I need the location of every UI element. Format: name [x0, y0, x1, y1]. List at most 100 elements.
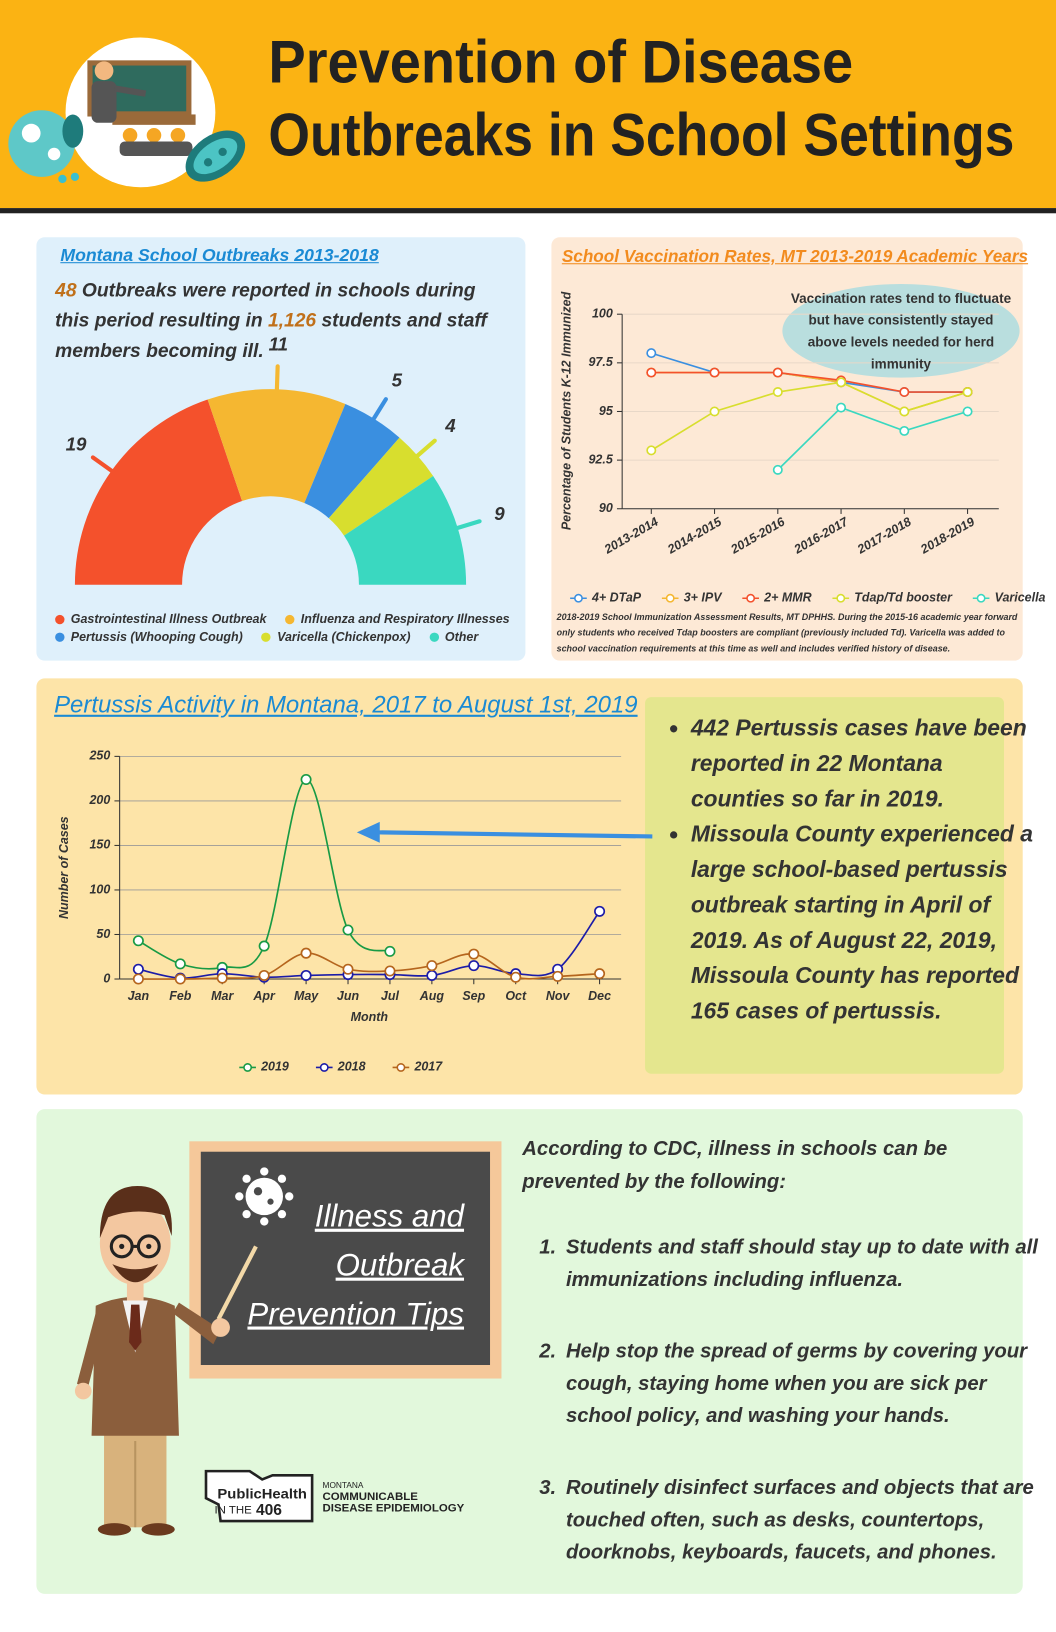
data-label: 9 — [494, 503, 505, 524]
legend-label: 3+ IPV — [684, 591, 723, 605]
y-tick-label: 100 — [89, 882, 110, 896]
data-point — [426, 969, 438, 981]
x-tick-label: Apr — [252, 989, 276, 1003]
legend-marker — [665, 593, 675, 603]
x-tick-label: Oct — [505, 989, 527, 1003]
data-point — [594, 905, 606, 917]
data-point — [836, 402, 847, 413]
header-title: Prevention of Disease — [268, 28, 853, 96]
series-line — [651, 371, 968, 393]
y-tick-label: 90 — [599, 501, 613, 515]
summary-part: Outbreaks were reported in schools durin… — [55, 278, 476, 331]
legend-marker — [243, 1063, 253, 1072]
data-point — [646, 367, 657, 378]
chart-title: School Vaccination Rates, MT 2013-2019 A… — [561, 247, 1029, 267]
data-point — [384, 945, 396, 957]
legend-item: Other — [429, 628, 478, 646]
legend-marker — [836, 593, 846, 603]
pie-slice — [74, 399, 243, 585]
series-line — [777, 406, 968, 471]
legend-item: Varicella (Chickenpox) — [261, 628, 411, 646]
board-title-line: Outbreak — [335, 1248, 465, 1283]
data-point — [132, 935, 144, 947]
series-line — [650, 381, 968, 452]
y-tick-label: 200 — [88, 793, 110, 807]
y-tick-label: 250 — [88, 749, 110, 763]
y-tick-label: 50 — [96, 927, 110, 941]
data-point — [342, 924, 354, 936]
board-title: Illness and Outbreak Prevention Tips — [229, 1192, 464, 1339]
legend-item: Pertussis (Whooping Cough) — [55, 628, 243, 646]
data-point — [300, 969, 312, 981]
x-tick-label: Mar — [211, 989, 234, 1003]
note-box — [645, 697, 1004, 1074]
leader-line — [413, 438, 437, 460]
y-tick-label: 150 — [89, 838, 110, 852]
summary-part: 1,126 — [267, 308, 317, 331]
leader-line — [90, 455, 116, 475]
legend: Gastrointestinal Illness Outbreak Influen… — [55, 611, 518, 646]
legend-swatch — [55, 632, 65, 642]
y-tick-label: 95 — [599, 404, 614, 418]
data-point — [384, 965, 396, 977]
series-line — [137, 778, 391, 970]
leader-line — [274, 364, 280, 394]
header-icon — [8, 37, 246, 188]
annotation: Vaccination rates tend to fluctuate but … — [790, 290, 1012, 372]
data-point — [468, 948, 480, 960]
data-point — [132, 963, 144, 975]
legend-label: Varicella — [995, 591, 1046, 605]
x-tick-label: May — [294, 989, 319, 1003]
chart-title: Montana School Outbreaks 2013-2018 — [60, 245, 379, 266]
data-label: 11 — [269, 333, 288, 354]
y-tick-label: 97.5 — [589, 355, 614, 369]
x-tick-label: Aug — [419, 989, 445, 1003]
data-point — [174, 958, 186, 970]
data-point — [962, 406, 973, 417]
y-tick-label: 92.5 — [589, 452, 614, 466]
data-point — [646, 445, 657, 456]
board-title-line: Prevention Tips — [247, 1297, 465, 1332]
data-label: 4 — [444, 415, 456, 436]
data-point — [468, 960, 480, 972]
data-point — [899, 387, 910, 398]
legend-marker — [746, 593, 756, 603]
data-point — [709, 367, 720, 378]
x-tick-label: Dec — [588, 989, 611, 1003]
data-point — [426, 960, 438, 972]
header-title: Outbreaks in School Settings — [268, 100, 1014, 168]
summary-part: 48 — [55, 278, 77, 301]
pie-slice — [344, 476, 467, 585]
y-tick-label: 100 — [592, 306, 613, 320]
header-rule — [0, 208, 1056, 214]
chart-title: Pertussis Activity in Montana, 2017 to A… — [54, 690, 638, 718]
legend-label: Tdap/Td booster — [854, 591, 953, 605]
pie-slice — [328, 437, 434, 536]
intro: According to CDC, illness in schools can… — [522, 1137, 948, 1194]
pie-slice — [207, 389, 346, 504]
pie-slice — [304, 403, 400, 519]
y-axis-label: Percentage of Students K-12 Immunized — [559, 291, 573, 530]
x-tick-label: Jun — [337, 989, 360, 1003]
data-point — [899, 425, 910, 436]
legend-marker — [574, 593, 583, 603]
logo-org: MONTANA — [323, 1480, 364, 1490]
legend-marker — [976, 593, 986, 603]
logo-number: 406 — [256, 1502, 282, 1519]
legend-label: 4+ DTaP — [591, 591, 642, 605]
legend-marker — [396, 1063, 406, 1072]
annotation-bubble — [782, 284, 1020, 378]
data-point — [300, 947, 312, 959]
legend-swatch — [261, 632, 271, 642]
legend-label: Other — [444, 629, 479, 645]
note: Missoula County experienced a large scho… — [691, 817, 1034, 1029]
logo-org: DISEASE EPIDEMIOLOGY — [323, 1503, 465, 1515]
data-point — [709, 406, 720, 417]
legend-marker — [319, 1063, 329, 1072]
data-point — [772, 464, 783, 475]
legend-swatch — [285, 614, 295, 625]
legend-label: 2019 — [260, 1060, 289, 1074]
data-point — [300, 774, 312, 786]
